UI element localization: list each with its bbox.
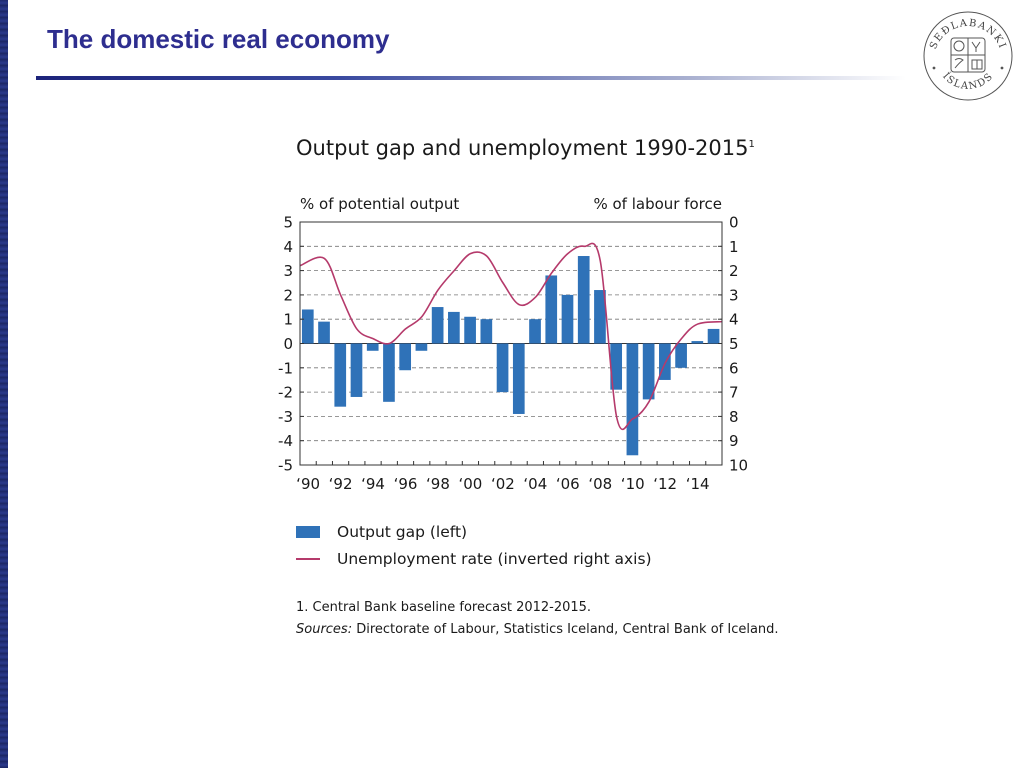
x-tick-label: ‘10 [621, 475, 645, 493]
left-tick-label: -1 [278, 359, 293, 377]
right-tick-label: 6 [729, 359, 739, 377]
x-tick-label: ‘94 [361, 475, 385, 493]
legend-label-unemployment: Unemployment rate (inverted right axis) [337, 550, 652, 568]
title-underline [36, 76, 906, 80]
footnote-sources: Sources: Directorate of Labour, Statisti… [296, 622, 779, 637]
output-gap-bar [610, 343, 623, 390]
left-tick-label: 2 [283, 286, 293, 304]
chart-title-footnote-mark: 1 [748, 139, 755, 150]
output-gap-bar [707, 328, 720, 344]
x-tick-label: ‘02 [491, 475, 515, 493]
output-gap-bar [415, 343, 428, 351]
slide-title: The domestic real economy [47, 24, 390, 54]
legend-item-output-gap: Output gap (left) [296, 523, 467, 541]
chart-title: Output gap and unemployment 1990-20151 [296, 136, 755, 160]
x-tick-label: ‘08 [588, 475, 612, 493]
left-axis-label: % of potential output [300, 195, 459, 213]
right-tick-label: 3 [729, 286, 739, 304]
output-gap-bar [691, 341, 704, 344]
x-tick-label: ‘14 [686, 475, 710, 493]
left-tick-label: 3 [283, 262, 293, 280]
left-tick-label: 5 [283, 214, 293, 232]
legend-line-swatch [296, 558, 320, 560]
left-tick-label: 1 [283, 311, 293, 329]
legend-label-output-gap: Output gap (left) [337, 523, 468, 541]
left-tick-label: -2 [278, 384, 293, 402]
output-gap-bar [659, 343, 671, 380]
right-tick-label: 9 [729, 432, 739, 450]
output-gap-bar [399, 343, 412, 371]
central-bank-seal-logo: SEÐLABANKI ÍSLANDS [923, 11, 1013, 101]
output-gap-bar [529, 319, 541, 344]
x-tick-label: ‘90 [296, 475, 320, 493]
output-gap-bar [334, 343, 347, 407]
bar-layer [301, 256, 720, 456]
x-tick-label: ‘00 [458, 475, 482, 493]
left-decorative-stripe [0, 0, 8, 768]
output-gap-bar [675, 343, 687, 368]
right-tick-label: 8 [729, 408, 739, 426]
left-tick-label: -5 [278, 457, 293, 475]
footnote-forecast: 1. Central Bank baseline forecast 2012-2… [296, 600, 592, 615]
output-gap-bar [577, 256, 590, 344]
right-tick-label: 2 [729, 262, 739, 280]
output-gap-bar [561, 294, 574, 344]
left-tick-label: 4 [283, 238, 293, 256]
x-tick-label: ‘04 [523, 475, 547, 493]
output-gap-bar [448, 311, 460, 344]
output-gap-bar [366, 343, 379, 351]
right-tick-label: 4 [729, 311, 739, 329]
output-gap-bar [431, 307, 444, 344]
right-tick-label: 7 [729, 384, 739, 402]
output-gap-bar [626, 343, 639, 456]
right-tick-label: 0 [729, 214, 739, 232]
chart-title-text: Output gap and unemployment 1990-2015 [296, 136, 749, 160]
output-gap-bar [512, 343, 525, 414]
x-tick-label: ‘96 [394, 475, 418, 493]
x-tick-label: ‘06 [556, 475, 580, 493]
legend-item-unemployment: Unemployment rate (inverted right axis) [296, 550, 652, 568]
sources-label: Sources: [296, 622, 353, 637]
output-gap-bar [464, 316, 476, 344]
x-tick-label: ‘98 [426, 475, 450, 493]
right-tick-label: 1 [729, 238, 739, 256]
output-gap-bar [594, 290, 606, 344]
output-gap-bar [318, 321, 330, 344]
x-tick-label: ‘92 [329, 475, 353, 493]
legend-bar-swatch [296, 526, 320, 538]
output-gap-bar [480, 319, 493, 344]
output-gap-bar [383, 343, 395, 402]
output-gap-bar [301, 309, 314, 344]
output-gap-bar [496, 343, 509, 393]
right-axis-label: % of labour force [593, 195, 722, 213]
grid-layer [300, 221, 722, 466]
unemployment-line [299, 242, 723, 431]
right-tick-label: 5 [729, 335, 739, 353]
left-tick-label: -4 [278, 432, 293, 450]
output-gap-bar [350, 343, 363, 397]
right-tick-label: 10 [729, 457, 748, 475]
left-tick-label: -3 [278, 408, 293, 426]
output-gap-bar [642, 343, 655, 400]
sources-text: Directorate of Labour, Statistics Icelan… [352, 622, 779, 637]
output-gap-bar [545, 275, 558, 344]
line-layer [299, 242, 723, 431]
left-tick-label: 0 [283, 335, 293, 353]
x-tick-label: ‘12 [653, 475, 677, 493]
